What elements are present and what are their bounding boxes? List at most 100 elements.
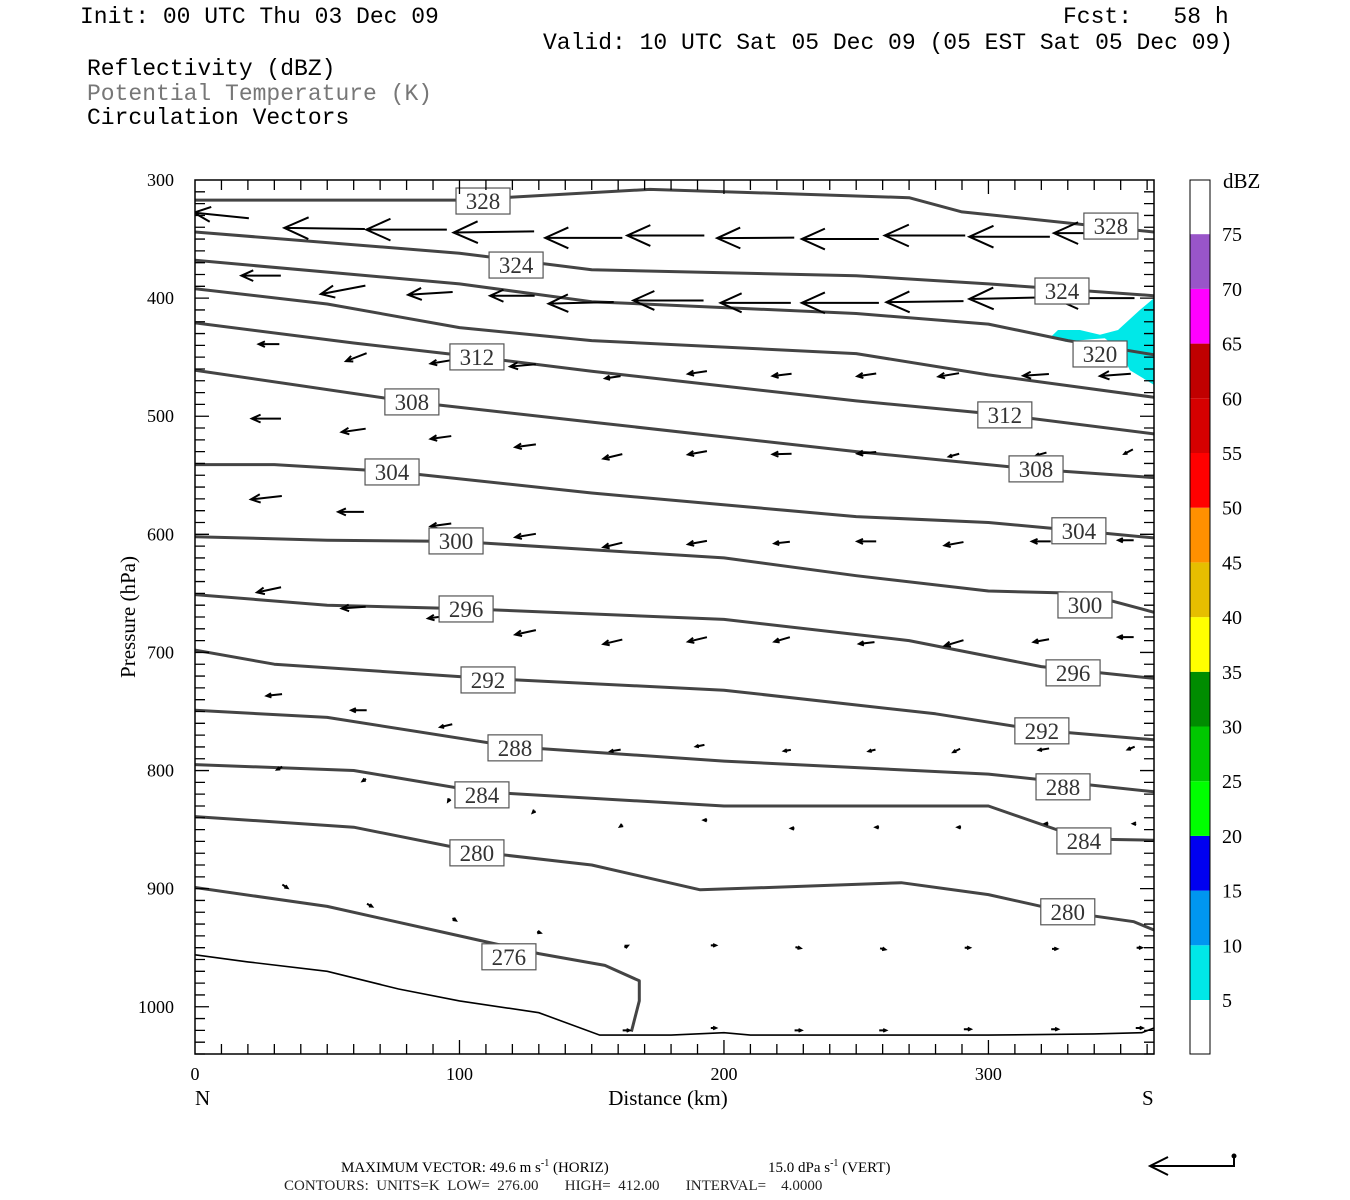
wind-vector — [693, 743, 705, 749]
wind-vector — [1051, 1026, 1061, 1032]
wind-vector — [883, 290, 964, 314]
contour-label-box — [977, 401, 1033, 429]
contour-label: 284 — [1067, 829, 1102, 854]
wind-vector — [1036, 747, 1050, 752]
field-circulation-vectors: Circulation Vectors — [87, 105, 350, 131]
contour-label-box — [1045, 659, 1101, 687]
wind-vector — [428, 358, 452, 367]
contour-label-box — [1035, 773, 1091, 801]
wind-vector — [942, 639, 964, 648]
contour-label: 304 — [375, 460, 410, 485]
wind-vector — [710, 1025, 719, 1031]
colorbar-swatch — [1190, 234, 1210, 289]
wind-vector — [882, 223, 966, 248]
contour-label: 280 — [1051, 900, 1086, 925]
contour-label: 328 — [466, 189, 501, 214]
wind-vector — [623, 944, 630, 949]
field-reflectivity: Reflectivity (dBZ) — [87, 56, 336, 82]
contour-label-box — [481, 943, 537, 971]
north-label: N — [195, 1086, 210, 1110]
theta-contour-276 — [195, 886, 641, 1032]
wind-vector — [601, 638, 623, 647]
colorbar-level-label: 10 — [1222, 935, 1242, 957]
contour-label-box — [1008, 455, 1064, 483]
wind-vector — [772, 539, 790, 546]
wind-vector — [795, 945, 803, 950]
x-tick-label: 300 — [975, 1064, 1002, 1084]
wind-vector — [536, 929, 543, 935]
wind-vector — [274, 765, 283, 771]
colorbar: 5 10 15 20 25 30 35 40 45 50 55 60 65 70 75 — [1189, 179, 1242, 1055]
contour-label-box — [454, 781, 510, 809]
colorbar-swatch — [1190, 671, 1210, 727]
wind-vector — [701, 817, 708, 823]
contour-labels: 328 328 324 324 320 312 312 308 308 304 304 300 300 2… — [364, 187, 1139, 971]
contour-label-box — [449, 343, 505, 371]
contour-label-box — [1014, 717, 1070, 745]
colorbar-level-label: 75 — [1222, 224, 1242, 246]
y-tick-label: 500 — [147, 406, 174, 426]
contour-label-box — [438, 595, 494, 623]
theta-contour-320 — [195, 258, 1154, 357]
wind-vector — [366, 902, 375, 908]
theta-contour-280 — [195, 815, 1154, 932]
wind-vector — [264, 692, 283, 699]
init-time: Init: 00 UTC Thu 03 Dec 09 — [80, 4, 439, 30]
contour-label: 308 — [395, 390, 430, 415]
contour-label-box — [460, 666, 516, 694]
wind-vector — [446, 798, 452, 804]
colorbar-level-label: 25 — [1222, 771, 1242, 793]
colorbar-level-label: 5 — [1222, 990, 1232, 1012]
wind-vector — [685, 450, 708, 458]
forecast-hour: Fcst: 58 h — [1063, 4, 1229, 30]
contour-label-box — [364, 458, 420, 486]
wind-vector — [428, 434, 452, 442]
wind-vector — [1136, 945, 1145, 950]
colorbar-level-label: 70 — [1222, 279, 1242, 301]
colorbar-swatch — [1190, 726, 1210, 782]
wind-vector — [1031, 638, 1050, 645]
wind-vector — [363, 217, 447, 242]
wind-vector — [794, 1028, 804, 1033]
contour-label: 312 — [460, 345, 495, 370]
colorbar-level-label: 60 — [1222, 388, 1242, 410]
wind-vector — [772, 636, 791, 644]
y-tick-label: 800 — [147, 761, 174, 781]
contour-label: 276 — [492, 945, 527, 970]
wind-vector — [339, 426, 366, 436]
wind-vector — [942, 541, 964, 548]
wind-vector — [788, 826, 795, 831]
colorbar-swatch — [1190, 945, 1210, 1000]
reference-vector-icon — [1147, 1153, 1237, 1176]
contour-label: 324 — [499, 253, 534, 278]
wind-vector — [339, 603, 366, 613]
theta-contour-316 — [195, 287, 1154, 399]
valid-time: Valid: 10 UTC Sat 05 Dec 09 (05 EST Sat … — [543, 30, 1234, 56]
wind-vector — [1115, 537, 1134, 544]
wind-vector — [1051, 946, 1060, 952]
contour-label-box — [1051, 517, 1107, 545]
wind-vector — [854, 537, 877, 545]
wind-vector — [1125, 745, 1136, 751]
wind-vector — [335, 507, 364, 517]
wind-vector — [546, 293, 614, 313]
colorbar-swatch — [1190, 617, 1210, 672]
contour-label: 296 — [449, 597, 484, 622]
contour-label-box — [488, 251, 544, 279]
wind-vector — [624, 224, 705, 247]
colorbar-frame — [1189, 179, 1211, 1055]
contour-label: 280 — [460, 841, 495, 866]
wind-vector — [617, 823, 624, 828]
wind-vector — [946, 452, 960, 459]
wind-vector — [866, 748, 876, 753]
terrain-line — [195, 954, 1154, 1036]
colorbar-level-label: 35 — [1222, 662, 1242, 684]
wind-vector — [1020, 370, 1049, 380]
wind-vector — [602, 374, 621, 381]
contour-label: 300 — [1068, 593, 1103, 618]
theta-contour-300 — [195, 535, 1154, 614]
colorbar-swatch — [1190, 453, 1210, 508]
colorbar-level-label: 45 — [1222, 552, 1242, 574]
contour-label: 288 — [1046, 775, 1081, 800]
wind-vector — [248, 493, 282, 504]
